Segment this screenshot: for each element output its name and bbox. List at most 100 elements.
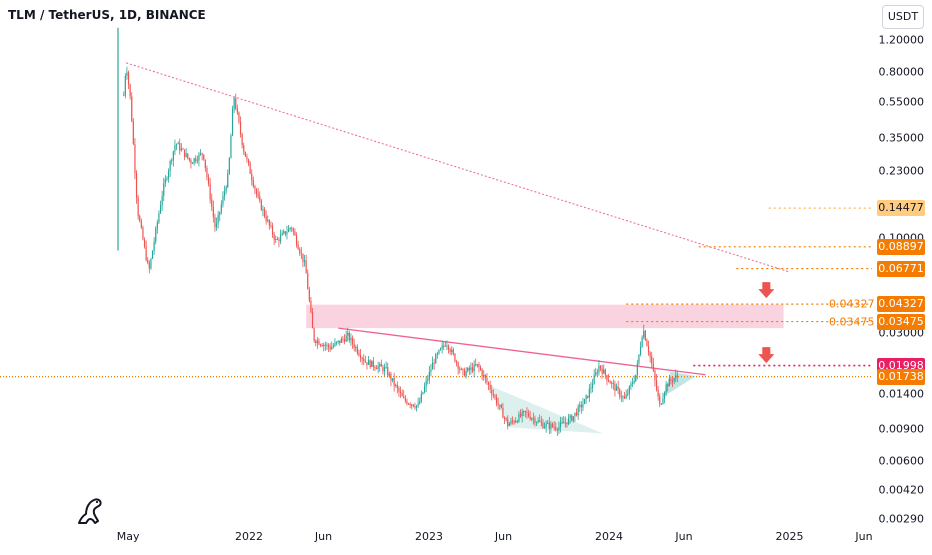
candle-body [249,163,251,174]
candle-body [659,396,661,404]
candle-body [531,418,533,420]
candle-body [183,149,186,157]
candle-body [575,412,578,416]
tradingview-logo-icon[interactable] [76,496,104,526]
candle-body [455,361,458,363]
candle-body [414,406,416,408]
candle-body [500,404,502,408]
candle-body [255,189,258,194]
candle-body [174,145,176,152]
candle-body [606,375,608,381]
candle-body [279,235,282,242]
candle-body [468,368,470,371]
candle-body [388,373,390,376]
candle-body [247,159,250,164]
candle-body [348,332,350,341]
time-tick-label: 2025 [775,530,804,543]
candle-body [147,260,149,263]
candle-body [310,300,312,313]
candle-body [507,419,509,426]
candle-body [556,429,558,431]
price-tick-label: 0.00420 [878,483,925,497]
candle-body [191,162,194,164]
candle-body [302,253,304,262]
candle-body [364,361,366,363]
time-tick-label: Jun [855,530,873,543]
candle-body [529,416,531,420]
candle-body [323,344,325,347]
candle-body [379,364,381,367]
currency-button[interactable]: USDT [882,5,924,29]
candle-body [459,368,461,370]
down-arrow-icon [758,347,775,364]
candle-body [167,170,170,179]
price-tick-label: 0.55000 [878,95,925,109]
price-badge: 0.04327 [877,296,925,313]
candle-body [611,382,613,384]
candle-body [436,353,438,355]
candle-body [649,352,651,357]
candle-body [675,375,677,379]
candle-body [420,393,422,402]
candle-body [614,383,616,391]
candle-body [297,244,299,250]
candle-body [462,368,464,371]
candle-body [516,421,518,423]
candle-body [537,420,539,423]
candle-body [657,389,659,397]
candle-body [203,154,205,160]
candle-body [427,379,429,381]
candle-body [236,108,238,113]
candle-body [254,186,256,190]
candle-body [271,226,274,235]
candle-body [145,246,147,261]
candle-body [163,183,165,196]
candle-body [175,144,178,146]
candle-body [187,153,189,158]
candle-body [345,335,347,342]
candle-body [513,421,515,423]
candle-body [318,340,320,345]
candle-body [441,345,443,349]
candle-body [593,375,595,385]
candle-body [127,72,130,85]
candle-body [627,393,629,395]
candle-body [473,364,475,372]
candle-body [607,380,610,382]
candle-body [620,396,622,398]
candle-body [403,396,405,398]
candle-body [363,358,365,362]
time-tick-label: 2023 [415,530,443,543]
candle-body [571,415,573,421]
candle-body [622,396,624,398]
candle-body [172,151,174,161]
candle-body [428,371,430,380]
price-level-label: 0.04327 [829,297,875,311]
price-tick-label: 0.03000 [878,326,925,340]
candle-body [630,383,632,387]
candle-body [404,397,406,401]
candle-body [131,96,133,122]
candle-body [492,394,494,396]
candle-body [431,362,434,370]
candle-body [412,404,414,407]
candle-body [391,378,394,381]
candle-body [676,375,678,378]
candle-body [399,391,402,394]
candle-body [156,222,158,229]
candle-body [275,238,277,240]
price-tick-label: 0.00290 [878,512,925,526]
candle-body [308,289,310,301]
price-badge: 0.14477 [877,200,925,217]
time-tick-label: May [116,530,140,543]
candle-body [401,393,403,397]
candle-body [433,362,435,364]
candle-body [643,330,645,338]
candle-body [667,384,669,387]
candle-body [155,228,157,242]
candle-body [316,340,318,344]
candle-body [559,422,562,427]
candle-body [151,250,154,259]
